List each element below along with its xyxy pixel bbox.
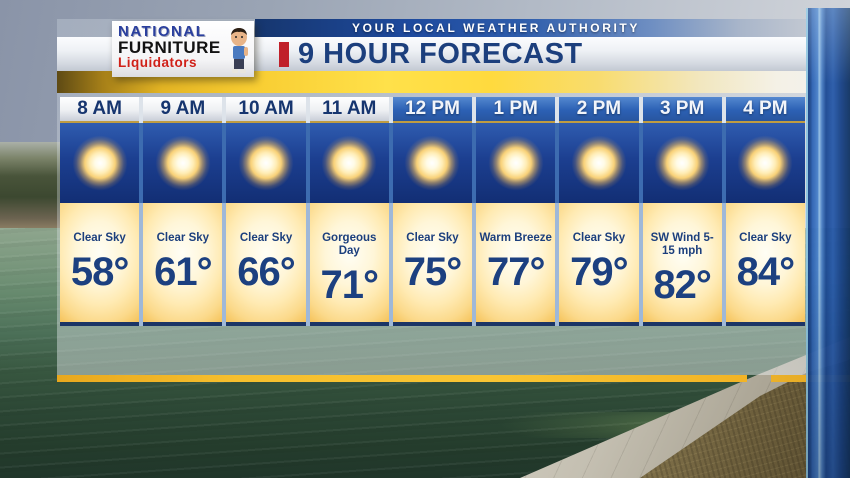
condition-area: Gorgeous Day 71°	[309, 203, 389, 326]
icon-area	[309, 123, 389, 203]
temperature-value: 66°	[237, 250, 295, 295]
sun-icon	[237, 134, 296, 192]
time-label: 3 PM	[642, 97, 722, 123]
temperature-value: 79°	[570, 250, 628, 295]
condition-area: SW Wind 5-15 mph 82°	[642, 203, 722, 326]
sponsor-logo: NATIONAL FURNITURE Liquidators	[112, 21, 254, 77]
condition-label: Gorgeous Day	[322, 232, 377, 258]
condition-label: Clear Sky	[239, 232, 293, 244]
temperature-value: 71°	[320, 263, 379, 308]
forecast-column-10am: 10 AM Clear Sky 66°	[226, 97, 306, 326]
sun-icon	[153, 134, 212, 192]
icon-area	[476, 123, 556, 203]
panel-bottom-gold-bar	[57, 375, 850, 382]
red-tick-icon	[279, 41, 289, 67]
icon-area	[60, 123, 140, 203]
sun-icon	[736, 134, 795, 192]
temperature-value: 82°	[653, 263, 711, 308]
sun-icon	[569, 134, 628, 192]
icon-area	[642, 123, 722, 203]
time-label: 1 PM	[476, 97, 556, 123]
right-3d-pillar	[806, 8, 850, 478]
time-label: 2 PM	[559, 97, 639, 123]
sun-icon	[653, 134, 712, 192]
forecast-column-12pm: 12 PM Clear Sky 75°	[392, 97, 473, 326]
sun-icon	[403, 134, 462, 192]
icon-area	[392, 123, 473, 203]
page-title: 9 HOUR FORECAST	[298, 37, 583, 70]
authority-banner-row: YOUR LOCAL WEATHER AUTHORITY	[57, 19, 807, 37]
sun-icon	[70, 134, 129, 192]
condition-label: Clear Sky	[156, 232, 210, 244]
time-label: 10 AM	[226, 97, 306, 123]
forecast-column-9am: 9 AM Clear Sky 61°	[143, 97, 223, 326]
temperature-value: 75°	[403, 250, 462, 295]
condition-label: Clear Sky	[739, 232, 792, 244]
time-label: 12 PM	[392, 97, 473, 123]
authority-banner: YOUR LOCAL WEATHER AUTHORITY	[255, 19, 807, 37]
time-label: 9 AM	[143, 97, 223, 123]
forecast-column-8am: 8 AM Clear Sky 58°	[60, 97, 140, 326]
sponsor-name-line3: Liquidators	[118, 55, 197, 70]
time-label: 4 PM	[725, 97, 805, 123]
mascot-icon	[231, 28, 248, 73]
forecast-column-1pm: 1 PM Warm Breeze 77°	[476, 97, 556, 326]
sponsor-name-line2: FURNITURE	[118, 38, 221, 57]
condition-label: Warm Breeze	[479, 232, 552, 244]
temperature-value: 61°	[154, 250, 212, 295]
temperature-value: 77°	[486, 250, 545, 295]
condition-area: Clear Sky 75°	[392, 203, 473, 326]
forecast-column-4pm: 4 PM Clear Sky 84°	[725, 97, 805, 326]
time-label: 11 AM	[309, 97, 389, 123]
icon-area	[226, 123, 306, 203]
icon-area	[725, 123, 805, 203]
condition-area: Clear Sky 84°	[725, 203, 805, 326]
background-trees-shoreline	[0, 142, 64, 242]
condition-label: Clear Sky	[73, 232, 126, 244]
time-label: 8 AM	[60, 97, 140, 123]
icon-area	[143, 123, 223, 203]
sponsor-name-line1: NATIONAL	[118, 23, 207, 40]
condition-area: Warm Breeze 77°	[476, 203, 556, 326]
condition-area: Clear Sky 66°	[226, 203, 306, 326]
condition-label: SW Wind 5-15 mph	[650, 232, 714, 258]
condition-area: Clear Sky 58°	[60, 203, 140, 326]
icon-area	[559, 123, 639, 203]
condition-area: Clear Sky 61°	[143, 203, 223, 326]
authority-banner-text: YOUR LOCAL WEATHER AUTHORITY	[352, 21, 640, 35]
forecast-column-11am: 11 AM Gorgeous Day 71°	[309, 97, 389, 326]
forecast-panel: YOUR LOCAL WEATHER AUTHORITY 9 HOUR FORE…	[57, 19, 807, 375]
forecast-column-2pm: 2 PM Clear Sky 79°	[559, 97, 639, 326]
temperature-value: 84°	[736, 250, 795, 295]
temperature-value: 58°	[70, 250, 129, 295]
condition-label: Clear Sky	[406, 232, 459, 244]
forecast-columns: 8 AM Clear Sky 58° 9 AM Clear Sky 61° 10…	[60, 97, 805, 326]
pillar-lighting	[806, 8, 850, 478]
condition-area: Clear Sky 79°	[559, 203, 639, 326]
sun-icon	[486, 134, 545, 192]
forecast-column-3pm: 3 PM SW Wind 5-15 mph 82°	[642, 97, 722, 326]
condition-label: Clear Sky	[572, 232, 626, 244]
sun-icon	[320, 134, 379, 192]
